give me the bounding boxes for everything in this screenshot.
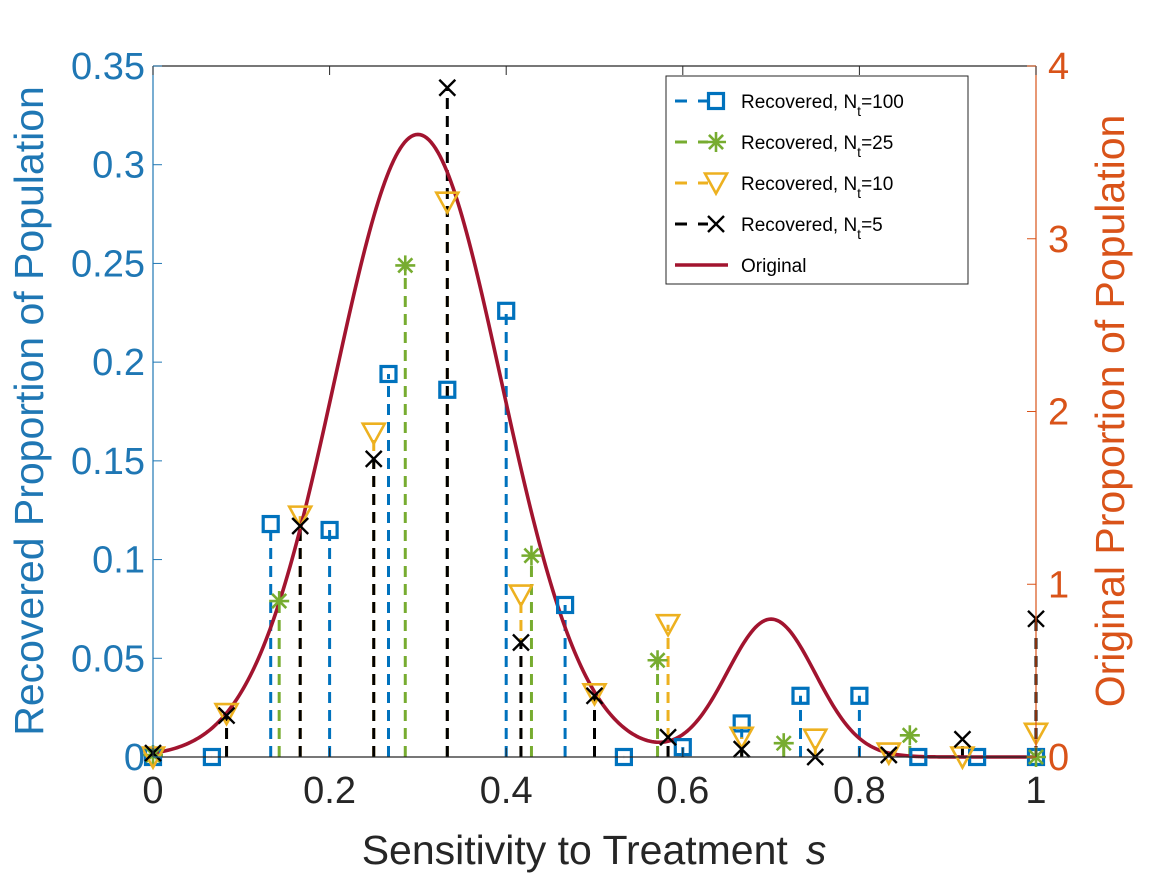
data-point-triangle-down — [507, 584, 535, 609]
right-y-tick-label: 3 — [1048, 219, 1069, 261]
data-point-triangle-down — [360, 422, 387, 447]
left-y-tick-label: 0.35 — [71, 46, 145, 88]
data-point-square — [850, 686, 869, 705]
data-point-square — [791, 686, 810, 705]
data-point-triangle-down — [581, 683, 608, 708]
data-point-asterisk — [269, 591, 290, 612]
data-point-triangle-down — [286, 505, 314, 530]
data-point-triangle-down — [728, 726, 755, 751]
legend-item: Recovered, Nt=100 — [675, 91, 904, 119]
right-y-tick-label: 0 — [1048, 737, 1069, 779]
legend-label: Recovered, Nt=100 — [741, 92, 904, 119]
legend-item: Recovered, Nt=25 — [675, 132, 893, 160]
x-tick-label: 0.2 — [303, 770, 356, 812]
data-point-cross — [659, 728, 677, 747]
left-y-tick-label: 0.1 — [92, 540, 145, 582]
ticks-group: 0 0.2 0.4 0.6 0.8 100.050.10.150.20.250.30.35… — [71, 46, 1069, 812]
x-tick-label: 0.4 — [480, 770, 533, 812]
legend-marker-asterisk — [706, 132, 726, 152]
data-point-asterisk — [773, 733, 794, 754]
legend-item: Recovered, Nt=10 — [675, 172, 893, 201]
legend-marker-cross — [707, 215, 725, 233]
data-point-triangle-down — [802, 728, 829, 753]
legend-label-name: Recovered, N — [741, 174, 857, 195]
right-y-tick-label: 1 — [1048, 564, 1069, 606]
data-point-triangle-down — [654, 613, 682, 638]
right-y-axis-title: Original Proportion of Population — [1087, 115, 1133, 708]
data-point-square — [497, 301, 516, 320]
markers-group — [139, 78, 1050, 771]
data-point-square — [555, 595, 575, 615]
data-point-cross — [585, 686, 604, 705]
data-point-cross — [732, 740, 751, 758]
x-tick-label: 0.6 — [656, 770, 709, 812]
legend-label-suffix: =10 — [861, 174, 893, 195]
legend-label: Recovered, Nt=25 — [741, 133, 893, 160]
legend-label-subscript: t — [857, 144, 861, 160]
data-point-asterisk — [521, 545, 542, 566]
data-point-asterisk — [395, 255, 416, 276]
x-axis-title-main: Sensitivity to Treatment — [362, 827, 789, 873]
legend-marker-triangle-down — [702, 172, 730, 197]
legend-item: Original — [675, 256, 806, 277]
data-point-square — [379, 364, 398, 384]
data-point-cross — [879, 746, 898, 764]
left-y-tick-label: 0.05 — [71, 638, 145, 680]
data-point-square — [438, 380, 457, 399]
data-point-triangle-down — [213, 702, 240, 727]
data-point-cross — [953, 730, 972, 749]
legend-box — [665, 75, 969, 285]
right-y-tick-label: 2 — [1048, 392, 1069, 434]
data-point-triangle-down — [434, 191, 461, 216]
legend-item: Recovered, Nt=5 — [675, 215, 883, 242]
legend-marker-square — [706, 91, 726, 111]
left-y-tick-label: 0.15 — [71, 441, 145, 483]
right-y-tick-label: 4 — [1048, 46, 1069, 88]
left-y-tick-label: 0 — [124, 737, 145, 779]
legend-label-subscript: t — [857, 103, 861, 119]
legend-label-suffix: =100 — [861, 92, 904, 113]
x-axis-title-variable: s — [806, 827, 827, 873]
left-y-tick-label: 0.25 — [71, 243, 145, 285]
data-point-asterisk — [647, 650, 668, 671]
left-y-tick-label: 0.3 — [92, 145, 145, 187]
legend-label: Recovered, Nt=5 — [741, 215, 883, 242]
data-point-cross — [512, 633, 530, 652]
left-y-axis-title: Recovered Proportion of Population — [6, 86, 52, 736]
legend-label-name: Recovered, N — [741, 92, 857, 113]
data-point-cross — [438, 78, 457, 97]
axes-group — [152, 65, 1037, 758]
left-y-tick-label: 0.2 — [92, 342, 145, 384]
data-point-asterisk — [899, 725, 920, 746]
legend-label: Original — [741, 256, 806, 277]
x-tick-label: 0 — [142, 770, 163, 812]
data-point-square — [261, 514, 280, 534]
data-point-square — [732, 714, 751, 733]
legend-label-subscript: t — [857, 226, 861, 242]
x-tick-label: 1 — [1025, 770, 1046, 812]
data-point-cross — [217, 706, 236, 725]
legend-label-name: Recovered, N — [741, 215, 857, 236]
legend-label-subscript: t — [857, 185, 861, 201]
legend-label: Recovered, Nt=10 — [741, 174, 893, 201]
legend-label-name: Recovered, N — [741, 133, 857, 154]
x-axis-title: Sensitivity to Treatment s — [362, 827, 827, 873]
data-point-cross — [291, 517, 310, 535]
data-point-square — [320, 520, 339, 540]
data-point-cross — [364, 450, 383, 468]
legend-label-suffix: =25 — [861, 133, 893, 154]
x-tick-label: 0.8 — [833, 770, 886, 812]
legend-label-suffix: =5 — [861, 215, 883, 236]
data-point-triangle-down — [875, 742, 903, 767]
